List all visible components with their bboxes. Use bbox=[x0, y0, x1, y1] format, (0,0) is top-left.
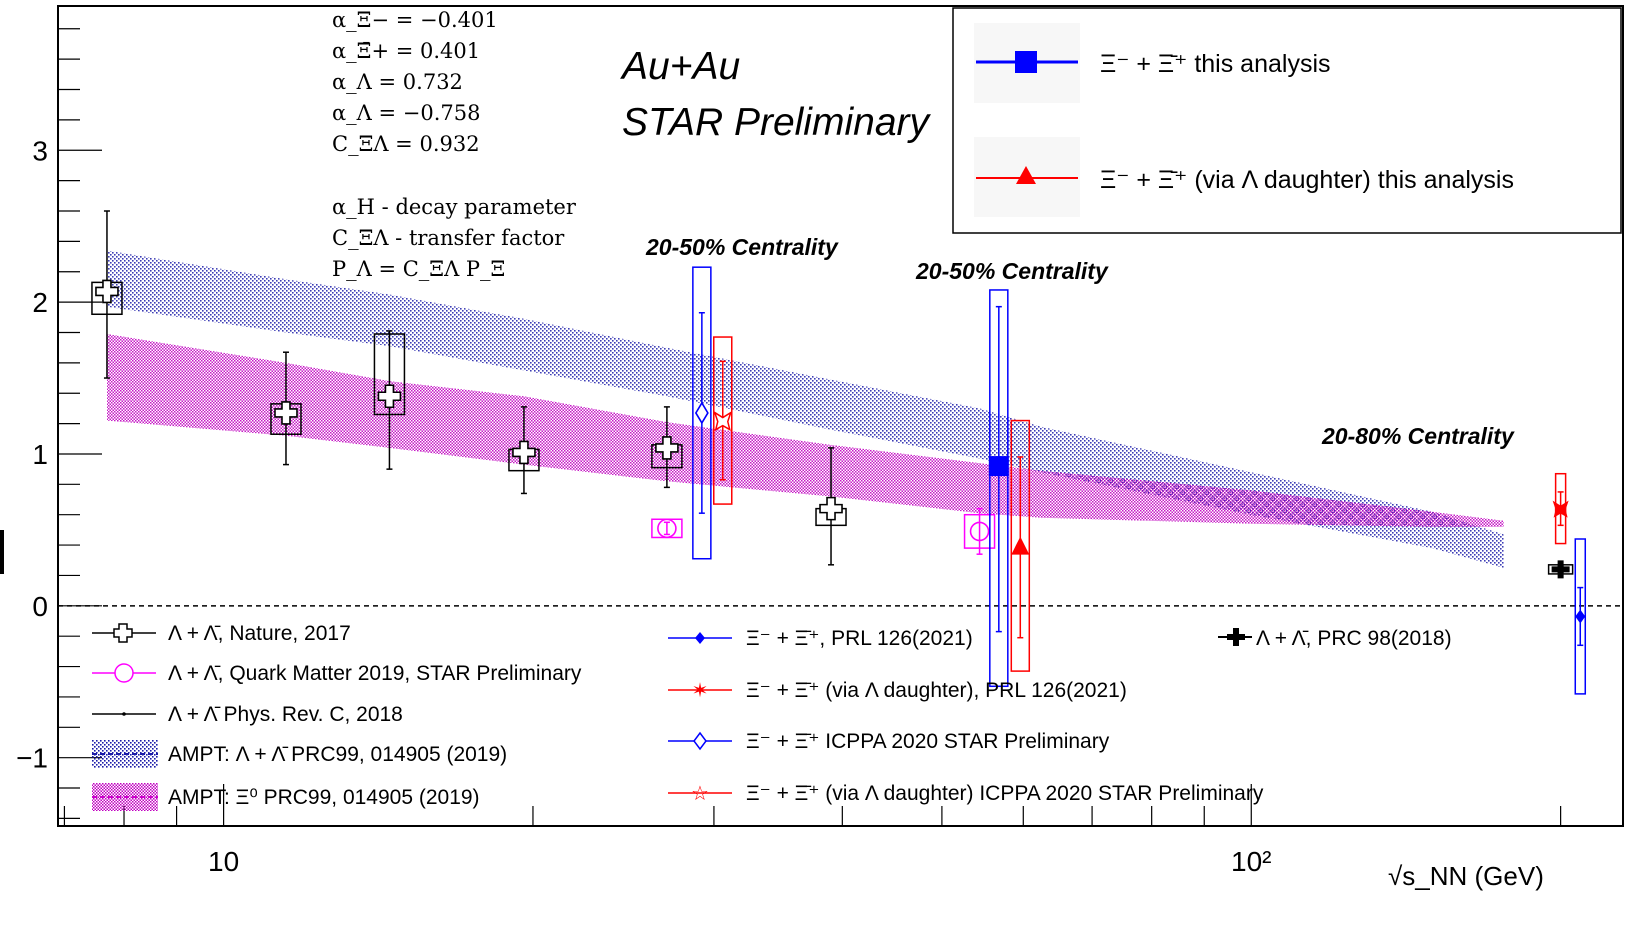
data-point-quark-matter-2019-star-preliminary bbox=[657, 518, 677, 539]
param-transfer-def: C_ΞΛ - transfer factor bbox=[332, 226, 565, 250]
legend-label-ampt-xi0: AMPT: Ξ⁰ PRC99, 014905 (2019) bbox=[168, 786, 480, 809]
data-point-nature-2017 bbox=[819, 496, 843, 521]
x-axis-title: √s_NN (GeV) bbox=[1388, 861, 1544, 891]
param-alpha-lambda-bar: α_Λ = −0.758 bbox=[332, 101, 481, 125]
param-alpha-xi-plus: α_Ξ̄+ = 0.401 bbox=[332, 39, 480, 63]
legend-label-this-analysis: Ξ⁻ + Ξ̄⁺ this analysis bbox=[1100, 50, 1331, 78]
data-point-this-analysis bbox=[988, 456, 1009, 477]
param-alpha-lambda: α_Λ = 0.732 bbox=[332, 70, 463, 94]
legend-open-cross-marker bbox=[113, 623, 133, 643]
y-axis-label-fragment bbox=[0, 530, 4, 574]
centrality-label-54: 20-50% Centrality bbox=[915, 258, 1109, 284]
legend-label-icppa-xi: Ξ⁻ + Ξ̄⁺ ICPPA 2020 STAR Preliminary bbox=[746, 730, 1110, 753]
systematic-box bbox=[1010, 419, 1031, 672]
x-tick-label: 10 bbox=[208, 846, 239, 877]
data-point-via-daughter-prl-126-2021 bbox=[1552, 500, 1569, 518]
legend-star-marker: ✶ bbox=[692, 678, 709, 702]
legend-label-ampt-lambda: AMPT: Λ + Λ̄ PRC99, 014905 (2019) bbox=[168, 743, 507, 766]
y-tick-label: 3 bbox=[32, 135, 48, 166]
x-tick-label: 10² bbox=[1231, 846, 1271, 877]
legend-label-prc2018: Λ + Λ̄ Phys. Rev. C, 2018 bbox=[168, 703, 403, 726]
y-tick-label: 2 bbox=[32, 287, 48, 318]
systematic-box bbox=[692, 266, 712, 560]
data-point-nature-2017 bbox=[274, 401, 298, 425]
y-tick-label: 0 bbox=[32, 591, 48, 622]
legend-open-diamond-marker bbox=[693, 731, 707, 751]
param-transfer-factor: C_ΞΛ = 0.932 bbox=[332, 132, 480, 156]
systematic-box bbox=[989, 289, 1009, 688]
systematic-box bbox=[713, 336, 733, 505]
data-point-nature-2017 bbox=[512, 440, 536, 465]
experiment-label-system: Au+Au bbox=[620, 45, 740, 88]
legend-diamond-marker bbox=[695, 632, 705, 644]
legend-label-prc98: Λ + Λ̄, PRC 98(2018) bbox=[1256, 627, 1452, 650]
legend-label-prl-xi: Ξ⁻ + Ξ̄⁺, PRL 126(2021) bbox=[746, 627, 973, 650]
data-point-nature-2017 bbox=[95, 279, 119, 304]
legend-label-prl-lambda-daughter: Ξ⁻ + Ξ̄⁺ (via Λ daughter), PRL 126(2021) bbox=[746, 679, 1127, 702]
legend-open-circle-marker bbox=[114, 663, 134, 683]
centrality-label-200: 20-80% Centrality bbox=[1321, 423, 1515, 449]
data-point-prc-98-2018 bbox=[1551, 560, 1570, 579]
parameter-block: α_Ξ− = −0.401 α_Ξ̄+ = 0.401 α_Λ = 0.732 … bbox=[332, 8, 577, 281]
x-axis-title-text: √s_NN (GeV) bbox=[1388, 861, 1544, 891]
legend-label-nature: Λ + Λ̄, Nature, 2017 bbox=[168, 622, 351, 645]
y-tick-label: 1 bbox=[32, 439, 48, 470]
experiment-label-collab: STAR Preliminary bbox=[622, 101, 931, 144]
data-point-via-daughter-icppa-2020-star-preliminary bbox=[713, 410, 733, 432]
ampt-bands bbox=[107, 250, 1504, 568]
data-point-prl-126-2021 bbox=[1575, 609, 1586, 624]
param-decay-def: α_H - decay parameter bbox=[332, 195, 577, 219]
legend-label-icppa-lambda-daughter: Ξ⁻ + Ξ̄⁺ (via Λ daughter) ICPPA 2020 STA… bbox=[746, 782, 1264, 805]
legend-open-star-marker: ☆ bbox=[691, 781, 709, 805]
param-polarization-relation: P_Λ = C_ΞΛ P_Ξ bbox=[332, 257, 505, 281]
data-point-via-daughter-this-analysis bbox=[1011, 536, 1030, 555]
legend-top-right: Ξ⁻ + Ξ̄⁺ this analysis Ξ⁻ + Ξ̄⁺ (via Λ d… bbox=[952, 7, 1622, 234]
data-point-nature-2017 bbox=[377, 384, 402, 409]
legend-dot-marker bbox=[122, 712, 126, 716]
data-point-nature-2017 bbox=[655, 436, 679, 460]
legend-label-qm2019: Λ + Λ̄, Quark Matter 2019, STAR Prelimin… bbox=[168, 662, 582, 685]
y-tick-label: −1 bbox=[16, 743, 48, 774]
plot-frame bbox=[57, 5, 1624, 827]
data-points bbox=[91, 210, 1587, 695]
legend-label-lambda-daughter: Ξ⁻ + Ξ̄⁺ (via Λ daughter) this analysis bbox=[1100, 166, 1514, 194]
data-point-icppa-2020-star-preliminary bbox=[694, 401, 709, 425]
legend-triangle-marker bbox=[1016, 166, 1036, 184]
centrality-label-27: 20-50% Centrality bbox=[645, 234, 839, 260]
legend-square-marker bbox=[1015, 51, 1037, 73]
data-point-quark-matter-2019-star-preliminary bbox=[969, 521, 990, 542]
param-alpha-xi-minus: α_Ξ− = −0.401 bbox=[332, 8, 498, 32]
legend-filled-cross-marker bbox=[1227, 628, 1245, 646]
ampt-xi0-band bbox=[107, 334, 1504, 527]
legend-bottom: Λ + Λ̄, Nature, 2017 Λ + Λ̄, Quark Matte… bbox=[92, 622, 1452, 811]
